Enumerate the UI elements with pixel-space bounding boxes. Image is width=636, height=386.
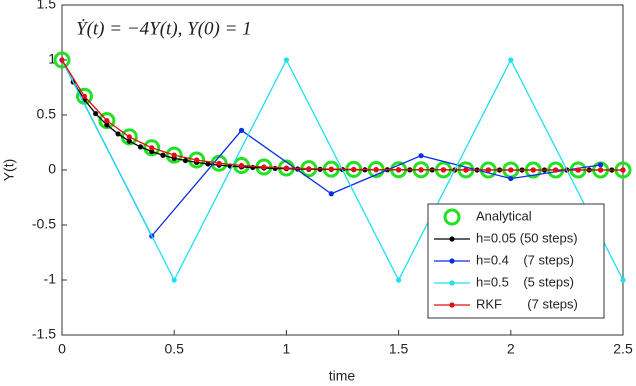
chart-title: Ẏ(t) = −4Y(t), Y(0) = 1 (76, 18, 252, 39)
ring-marker (53, 51, 71, 69)
x-tick-label: 1 (283, 341, 291, 357)
dot-marker (194, 157, 200, 163)
dot-marker (463, 167, 469, 173)
dot-marker (238, 127, 245, 133)
dot-marker (104, 122, 110, 128)
dot-marker (575, 167, 581, 173)
legend-label: RKF (7 steps) (476, 296, 578, 311)
dot-marker (205, 161, 211, 167)
dot-marker (115, 131, 121, 137)
dot-marker (597, 162, 604, 168)
dot-marker (485, 167, 491, 173)
y-tick-label: -1 (44, 271, 57, 287)
dot-marker (440, 167, 447, 173)
ring-marker (165, 146, 183, 164)
x-tick-label: 1.5 (389, 341, 409, 357)
ring-marker (188, 151, 206, 169)
dot-marker (449, 258, 455, 264)
x-axis-label: time (329, 368, 356, 384)
dot-marker (620, 277, 626, 283)
dot-marker (59, 57, 65, 63)
dot-marker (283, 57, 289, 63)
x-tick-label: 0.5 (164, 341, 184, 357)
legend-label: h=0.5 (5 steps) (476, 274, 574, 289)
dot-marker (238, 162, 245, 169)
dot-marker (396, 167, 402, 173)
dot-marker (272, 165, 278, 172)
dot-marker (104, 118, 110, 124)
dot-marker (597, 167, 604, 173)
dot-marker (328, 166, 334, 172)
dot-marker (126, 138, 132, 144)
dot-marker (530, 167, 536, 173)
y-tick-label: -0.5 (32, 216, 56, 232)
dot-marker (149, 148, 155, 155)
dot-marker (373, 166, 379, 173)
dot-marker (553, 167, 559, 173)
dot-marker (171, 152, 177, 158)
dot-marker (620, 167, 626, 173)
dot-marker (126, 134, 132, 140)
dot-marker (93, 111, 99, 117)
dot-marker (508, 57, 514, 63)
dot-marker (418, 167, 424, 173)
y-tick-label: 0 (48, 161, 56, 177)
dot-marker (182, 157, 189, 164)
dot-marker (449, 280, 455, 286)
dot-marker (449, 302, 455, 308)
ring-marker (143, 139, 161, 157)
y-tick-label: -1.5 (32, 326, 56, 342)
dot-marker (81, 93, 88, 99)
legend-label: h=0.05 (50 steps) (476, 230, 578, 245)
dot-marker (261, 164, 267, 170)
y-tick-label: 1 (48, 51, 56, 67)
legend: Analytical h=0.05 (50 steps) h=0.4 (7 step… (427, 203, 605, 319)
x-tick-label: 0 (58, 341, 66, 357)
dot-marker (418, 153, 424, 159)
dot-marker (171, 277, 177, 283)
dot-marker (137, 144, 144, 150)
series-line (61, 58, 624, 282)
y-axis-label: Y(t) (1, 159, 17, 182)
x-tick-label: 2 (507, 341, 515, 357)
y-tick-label: 1.5 (37, 0, 57, 12)
dot-marker (449, 236, 455, 242)
legend-label: Analytical (476, 208, 532, 223)
dot-marker (283, 165, 289, 171)
ring-marker (443, 208, 461, 226)
dot-marker (149, 145, 155, 151)
x-tick-label: 2.5 (613, 341, 633, 357)
dot-marker (328, 191, 334, 197)
legend-label: h=0.4 (7 steps) (476, 252, 574, 267)
dot-marker (351, 166, 357, 172)
dot-marker (216, 160, 222, 166)
y-tick-label: 0.5 (37, 106, 57, 122)
series-line (61, 59, 623, 171)
dot-marker (160, 152, 166, 158)
dot-marker (396, 277, 402, 283)
ring-marker (98, 112, 116, 130)
dot-marker (306, 166, 312, 172)
dot-marker (508, 175, 514, 182)
dot-marker (508, 167, 514, 173)
